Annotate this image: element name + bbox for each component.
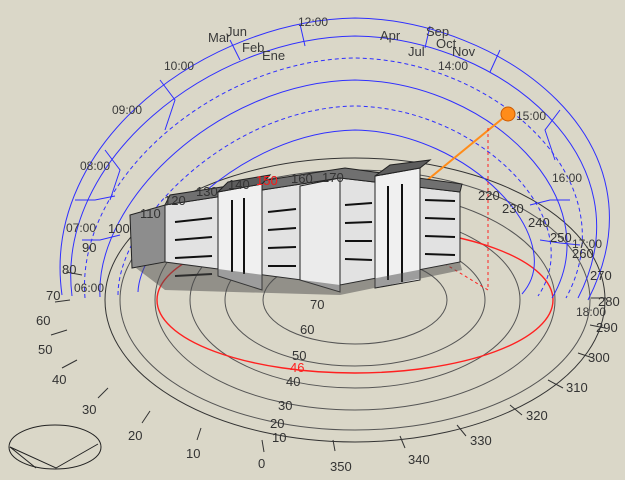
azimuth-labels: 0 10 20 30 40 50 60 70 80 90 100 110 120… xyxy=(36,170,620,474)
sun-time-label: 15:00 xyxy=(516,109,546,123)
compass-inset-icon[interactable] xyxy=(8,424,102,470)
azimuth-label: 120 xyxy=(164,193,186,208)
azimuth-label: 300 xyxy=(588,350,610,365)
hour-label: 10:00 xyxy=(164,59,194,73)
month-label: Apr xyxy=(380,28,401,43)
azimuth-label: 50 xyxy=(38,342,52,357)
altitude-label: 50 xyxy=(292,348,306,363)
month-label: Jul xyxy=(408,44,425,59)
hour-label: 18:00 xyxy=(576,305,606,319)
azimuth-label: 250 xyxy=(550,230,572,245)
hour-label: 07:00 xyxy=(66,221,96,235)
azimuth-label: 150 xyxy=(256,173,278,188)
altitude-label: 70 xyxy=(310,297,324,312)
azimuth-label: 30 xyxy=(82,402,96,417)
highlight-azimuth-label: 150 xyxy=(256,173,278,188)
azimuth-label: 230 xyxy=(502,201,524,216)
hour-label: 12:00 xyxy=(298,15,328,29)
azimuth-label: 0 xyxy=(258,456,265,471)
hour-label: 17:00 xyxy=(572,237,602,251)
azimuth-label: 220 xyxy=(478,188,500,203)
altitude-label: 40 xyxy=(286,374,300,389)
sun-projection xyxy=(375,128,489,291)
hour-labels: 06:00 07:00 08:00 09:00 10:00 12:00 14:0… xyxy=(66,15,606,319)
azimuth-label: 70 xyxy=(46,288,60,303)
azimuth-label: 260 xyxy=(572,246,594,261)
azimuth-label: 20 xyxy=(128,428,142,443)
month-labels: Mar Jun Feb Ene Sep Apr Oct Jul Nov xyxy=(208,24,476,63)
month-label: Nov xyxy=(452,44,476,59)
hour-label: 16:00 xyxy=(552,171,582,185)
month-label: Sep xyxy=(426,24,449,39)
altitude-labels: 10 20 30 40 50 60 70 46 xyxy=(270,297,324,445)
azimuth-label: 60 xyxy=(36,313,50,328)
month-label: Jun xyxy=(226,24,247,39)
azimuth-label: 340 xyxy=(408,452,430,467)
azimuth-ticks xyxy=(50,271,606,453)
hour-label: 06:00 xyxy=(74,281,104,295)
hour-label: 08:00 xyxy=(80,159,110,173)
azimuth-label: 240 xyxy=(528,215,550,230)
azimuth-label: 160 xyxy=(291,171,313,186)
azimuth-label: 140 xyxy=(228,177,250,192)
azimuth-label: 80 xyxy=(62,262,76,277)
azimuth-label: 90 xyxy=(82,240,96,255)
azimuth-label: 270 xyxy=(590,268,612,283)
month-label: Ene xyxy=(262,48,285,63)
azimuth-label: 110 xyxy=(140,206,161,221)
azimuth-label: 350 xyxy=(330,459,352,474)
altitude-label: 60 xyxy=(300,322,314,337)
azimuth-label: 170 xyxy=(322,170,344,185)
altitude-label: 30 xyxy=(278,398,292,413)
azimuth-label: 100 xyxy=(108,221,130,236)
azimuth-label: 320 xyxy=(526,408,548,423)
building-model[interactable] xyxy=(129,159,463,295)
azimuth-label: 10 xyxy=(186,446,200,461)
azimuth-label: 330 xyxy=(470,433,492,448)
azimuth-label: 40 xyxy=(52,372,66,387)
hour-label: 14:00 xyxy=(438,59,468,73)
month-label: Oct xyxy=(436,36,457,51)
azimuth-label: 310 xyxy=(566,380,588,395)
altitude-label: 20 xyxy=(270,416,284,431)
hour-label: 09:00 xyxy=(112,103,142,117)
altitude-label: 10 xyxy=(272,430,286,445)
highlight-altitude-label: 46 xyxy=(290,360,304,375)
azimuth-label: 280 xyxy=(598,294,620,309)
azimuth-label: 290 xyxy=(596,320,618,335)
month-label: Mar xyxy=(208,30,231,45)
sun-icon[interactable] xyxy=(500,106,516,122)
azimuth-label: 130 xyxy=(196,184,218,199)
month-label: Feb xyxy=(242,40,264,55)
